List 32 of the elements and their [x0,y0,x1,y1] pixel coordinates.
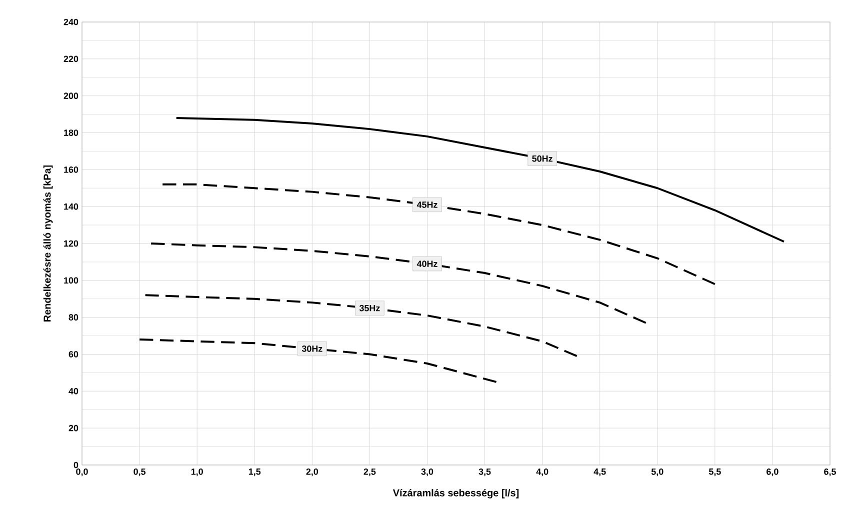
y-tick-label: 0 [74,462,78,468]
x-tick-label: 1,0 [191,468,203,476]
line-series [144,294,578,358]
y-tick-label: 220 [64,56,78,62]
x-axis-title: Vízáramlás sebessége [l/s] [392,488,519,498]
x-tick-label: 2,0 [306,468,318,476]
y-axis-title: Rendelkezésre álló nyomás [kPa] [43,165,53,322]
x-tick-label: 2,5 [364,468,376,476]
x-tick-label: 4,0 [536,468,548,476]
x-tick-label: 4,5 [594,468,606,476]
y-tick-label: 180 [64,130,78,136]
y-tick-label: 160 [64,166,78,173]
y-tick-label: 40 [68,388,78,394]
y-tick-label: 120 [64,240,78,247]
x-tick-label: 5,5 [708,468,721,476]
x-tick-label: 0,0 [76,468,88,476]
x-tick-label: 6,5 [824,468,836,476]
x-tick-label: 1,5 [248,468,261,476]
x-tick-label: 0,5 [134,468,146,476]
y-tick-label: 140 [64,203,78,210]
y-tick-label: 60 [68,351,78,358]
x-tick-label: 3,0 [421,468,434,476]
x-tick-label: 6,0 [766,468,778,476]
x-tick-label: 3,5 [478,468,491,476]
y-tick-label: 20 [68,424,78,432]
y-tick-label: 100 [64,277,78,284]
y-tick-label: 240 [64,18,78,26]
line-series [138,338,498,383]
line-series [150,242,647,324]
x-tick-label: 5,0 [651,468,664,476]
y-tick-label: 200 [64,92,78,100]
y-tick-label: 80 [68,314,78,321]
